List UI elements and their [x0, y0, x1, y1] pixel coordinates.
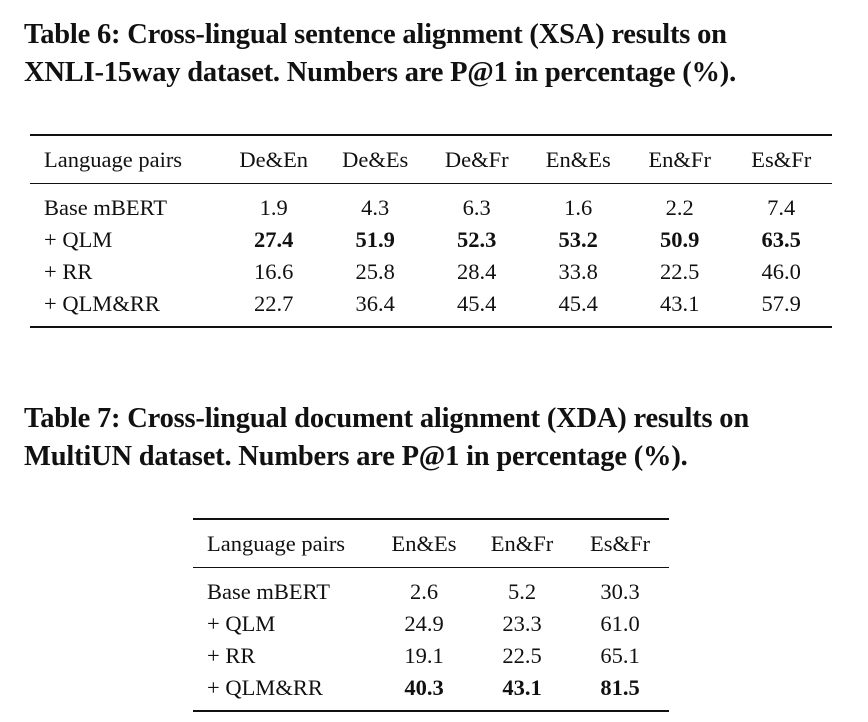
table6-body: Base mBERT 1.9 4.3 6.3 1.6 2.2 7.4 + QLM 27.4 51.…: [30, 184, 832, 328]
row-label: Base mBERT: [44, 195, 168, 220]
table-cell: 5.2: [507, 579, 537, 604]
row-label: + RR: [207, 643, 256, 668]
table-cell: 22.7: [254, 291, 294, 316]
table6-caption-line2: XNLI-15way dataset. Numbers are P@1 in p…: [24, 57, 737, 88]
table-cell: 28.4: [457, 259, 497, 284]
table7-header-en-fr: En&Fr: [473, 519, 571, 568]
table-cell: 45.4: [558, 291, 598, 316]
table-cell: 46.0: [761, 259, 801, 284]
table-cell: 4.3: [361, 195, 390, 220]
table6-header-de-en: De&En: [222, 135, 325, 184]
table7-header-es-fr: Es&Fr: [571, 519, 669, 568]
table-cell: 22.5: [660, 259, 700, 284]
table-cell: 33.8: [558, 259, 598, 284]
table-cell: 7.4: [767, 195, 796, 220]
table6-header-es-fr: Es&Fr: [730, 135, 832, 184]
row-label: + QLM: [207, 611, 276, 636]
table-cell: 27.4: [254, 227, 294, 252]
table-row: + QLM 24.9 23.3 61.0: [193, 608, 669, 640]
table-cell: 1.6: [564, 195, 593, 220]
row-label: + RR: [44, 259, 93, 284]
table-cell: 57.9: [761, 291, 801, 316]
table-row: Base mBERT 1.9 4.3 6.3 1.6 2.2 7.4: [30, 184, 832, 225]
table-cell: 51.9: [355, 227, 395, 252]
table6-header-language-pairs: Language pairs: [30, 135, 223, 184]
table-cell: 30.3: [600, 579, 640, 604]
row-label: + QLM&RR: [44, 291, 160, 316]
table-row: + QLM&RR 40.3 43.1 81.5: [193, 672, 669, 711]
table-cell: 36.4: [355, 291, 395, 316]
table-cell: 63.5: [761, 227, 801, 252]
table-cell: 22.5: [502, 643, 542, 668]
table-cell: 2.6: [409, 579, 439, 604]
table7-header-row: Language pairs En&Es En&Fr Es&Fr: [193, 519, 669, 568]
table-cell: 81.5: [600, 675, 640, 700]
table-cell: 50.9: [660, 227, 700, 252]
table-cell: 53.2: [558, 227, 598, 252]
table-cell: 61.0: [600, 611, 640, 636]
table7-header-language-pairs: Language pairs: [193, 519, 375, 568]
table-cell: 40.3: [404, 675, 444, 700]
table-cell: 43.1: [660, 291, 700, 316]
table7-body: Base mBERT 2.6 5.2 30.3 + QLM 24.9 23.3 61.0 + R…: [193, 568, 669, 712]
table7-caption: Table 7: Cross-lingual document alignmen…: [24, 400, 854, 476]
table6: Language pairs De&En De&Es De&Fr En&Es E…: [30, 134, 832, 328]
table-row: Base mBERT 2.6 5.2 30.3: [193, 568, 669, 609]
table-cell: 24.9: [404, 611, 444, 636]
table6-caption-line1: Table 6: Cross-lingual sentence alignmen…: [24, 19, 727, 50]
table-cell: 43.1: [502, 675, 542, 700]
table6-header-row: Language pairs De&En De&Es De&Fr En&Es E…: [30, 135, 832, 184]
table-row: + QLM 27.4 51.9 52.3 53.2 50.9 63.5: [30, 224, 832, 256]
row-label: Base mBERT: [207, 579, 331, 604]
table-cell: 16.6: [254, 259, 294, 284]
table-cell: 25.8: [355, 259, 395, 284]
table-cell: 6.3: [462, 195, 491, 220]
table-cell: 65.1: [600, 643, 640, 668]
table6-header-de-es: De&Es: [324, 135, 426, 184]
row-label: + QLM&RR: [207, 675, 323, 700]
table-cell: 1.9: [259, 195, 288, 220]
table-cell: 45.4: [457, 291, 497, 316]
table-cell: 23.3: [502, 611, 542, 636]
table6-header-de-fr: De&Fr: [425, 135, 528, 184]
table-cell: 52.3: [457, 227, 497, 252]
table7: Language pairs En&Es En&Fr Es&Fr Base mB…: [193, 518, 669, 712]
table6-header-en-fr: En&Fr: [628, 135, 731, 184]
table7-caption-line1: Table 7: Cross-lingual document alignmen…: [24, 403, 749, 434]
table6-header-en-es: En&Es: [527, 135, 629, 184]
row-label: + QLM: [44, 227, 113, 252]
table6-caption: Table 6: Cross-lingual sentence alignmen…: [24, 16, 854, 92]
table-cell: 2.2: [665, 195, 694, 220]
table7-caption-line2: MultiUN dataset. Numbers are P@1 in perc…: [24, 441, 688, 472]
table-row: + QLM&RR 22.7 36.4 45.4 45.4 43.1 57.9: [30, 288, 832, 327]
table7-header-en-es: En&Es: [375, 519, 473, 568]
table-cell: 19.1: [404, 643, 444, 668]
table-row: + RR 16.6 25.8 28.4 33.8 22.5 46.0: [30, 256, 832, 288]
table-row: + RR 19.1 22.5 65.1: [193, 640, 669, 672]
